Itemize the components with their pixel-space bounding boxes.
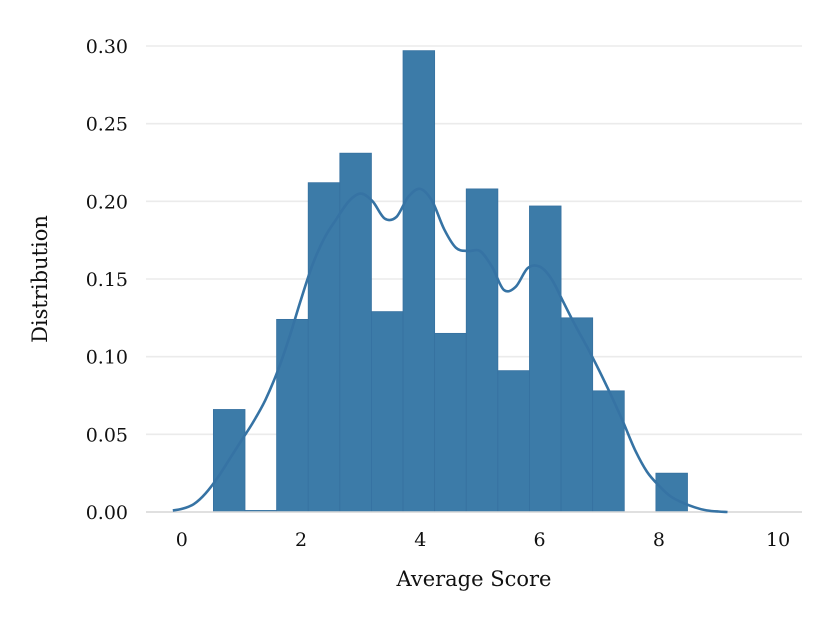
y-tick-label: 0.20	[86, 191, 128, 213]
y-tick-label: 0.25	[86, 114, 128, 136]
histogram-bar	[339, 152, 372, 513]
kde-curve	[172, 187, 728, 514]
y-tick-labels: 0.00 0.05 0.10 0.15 0.20 0.25 0.30	[86, 36, 128, 524]
y-axis-title: Distribution	[28, 215, 52, 343]
x-tick-label: 6	[534, 529, 546, 551]
y-tick-label: 0.15	[86, 269, 128, 291]
x-tick-label: 10	[766, 529, 790, 551]
x-tick-label: 8	[653, 529, 665, 551]
histogram-bar	[434, 332, 467, 513]
x-tick-label: 0	[176, 529, 188, 551]
y-tick-label: 0.30	[86, 36, 128, 58]
histogram-bar	[529, 205, 562, 513]
histogram-bar	[465, 188, 499, 513]
histogram-bar	[592, 390, 625, 513]
y-tick-label: 0.10	[86, 347, 128, 369]
histogram-bar	[371, 311, 404, 513]
y-tick-label: 0.00	[86, 502, 128, 524]
histogram-bar	[402, 50, 436, 513]
x-tick-label: 2	[295, 529, 307, 551]
x-tick-label: 4	[414, 529, 426, 551]
x-tick-labels: 0 2 4 6 8 10	[176, 529, 791, 551]
histogram-bar	[497, 370, 530, 513]
histogram-bars	[212, 50, 688, 513]
histogram-bar	[307, 182, 341, 513]
y-tick-label: 0.05	[86, 424, 128, 446]
histogram-bar	[276, 318, 309, 513]
x-axis-title: Average Score	[396, 567, 552, 591]
histogram-bar	[655, 472, 688, 513]
